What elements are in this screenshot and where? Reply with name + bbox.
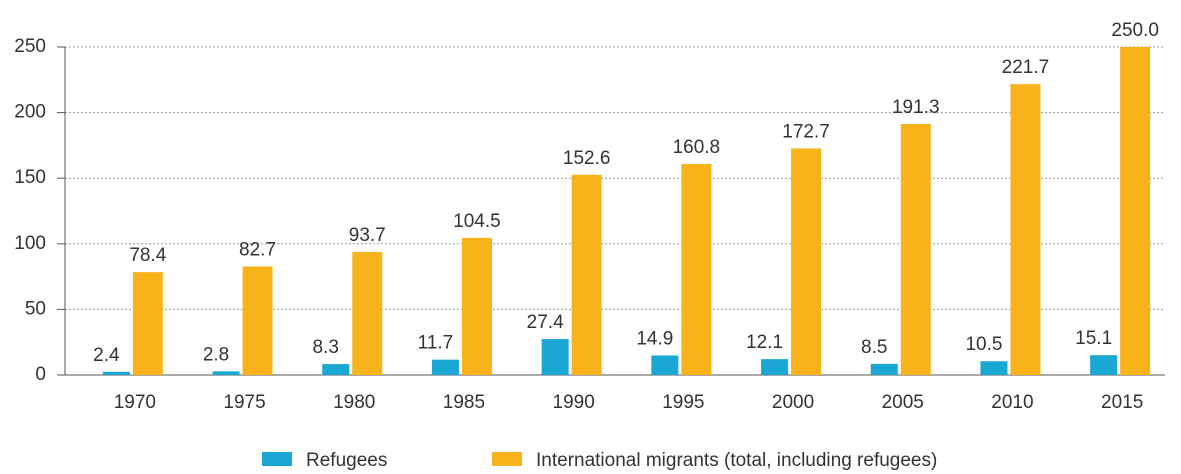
value-label: 191.3 (892, 97, 940, 118)
value-label: 11.7 (418, 333, 454, 354)
x-tick-label: 1980 (333, 392, 375, 413)
bar (102, 371, 130, 375)
bar (541, 339, 569, 375)
value-label: 93.7 (349, 225, 386, 246)
bar (461, 237, 492, 375)
x-tick-label: 2000 (772, 392, 814, 413)
y-tick-label: 0 (35, 364, 46, 385)
bar (242, 266, 273, 375)
bar (132, 272, 163, 375)
legend-swatch (492, 452, 522, 466)
value-label: 160.8 (673, 137, 721, 158)
value-label: 2.4 (93, 345, 120, 366)
x-tick-label: 2005 (882, 392, 924, 413)
value-label: 12.1 (746, 332, 783, 353)
value-label: 104.5 (453, 211, 501, 232)
x-tick-label: 2015 (1101, 392, 1143, 413)
x-tick-label: 1970 (114, 392, 156, 413)
bar (431, 359, 459, 375)
legend-label: Refugees (306, 450, 387, 471)
value-label: 27.4 (527, 312, 564, 333)
value-label: 14.9 (636, 328, 673, 349)
bar (1010, 84, 1041, 375)
y-tick-label: 50 (25, 298, 46, 319)
legend-swatch (262, 452, 292, 466)
value-label: 8.3 (313, 337, 339, 358)
bar (352, 252, 383, 375)
value-label: 15.1 (1075, 328, 1112, 349)
x-tick-label: 1975 (223, 392, 265, 413)
x-tick-label: 2010 (991, 392, 1033, 413)
y-tick-label: 150 (14, 167, 46, 188)
x-tick-label: 1985 (443, 392, 485, 413)
bar (761, 359, 789, 375)
y-tick-label: 100 (14, 233, 46, 254)
bar (322, 364, 350, 375)
value-label: 172.7 (782, 121, 830, 142)
value-label: 8.5 (861, 337, 887, 358)
bar (571, 174, 602, 375)
legend-label: International migrants (total, including… (536, 450, 937, 471)
y-tick-label: 250 (14, 36, 46, 57)
x-tick-label: 1995 (662, 392, 704, 413)
bar (1120, 47, 1151, 375)
value-label: 78.4 (129, 245, 166, 266)
bar (1090, 355, 1118, 375)
bar (870, 363, 898, 375)
value-label: 2.8 (203, 344, 229, 365)
value-label: 10.5 (965, 334, 1002, 355)
bar (681, 164, 712, 375)
value-label: 221.7 (1002, 57, 1050, 78)
value-label: 152.6 (563, 148, 611, 169)
bar (212, 371, 240, 375)
y-tick-label: 200 (14, 102, 46, 123)
value-label: 250.0 (1111, 20, 1159, 41)
bar (791, 148, 822, 375)
value-label: 82.7 (239, 240, 276, 261)
bar (980, 361, 1008, 375)
bar (651, 355, 679, 375)
x-tick-label: 1990 (553, 392, 595, 413)
bar (900, 124, 931, 375)
